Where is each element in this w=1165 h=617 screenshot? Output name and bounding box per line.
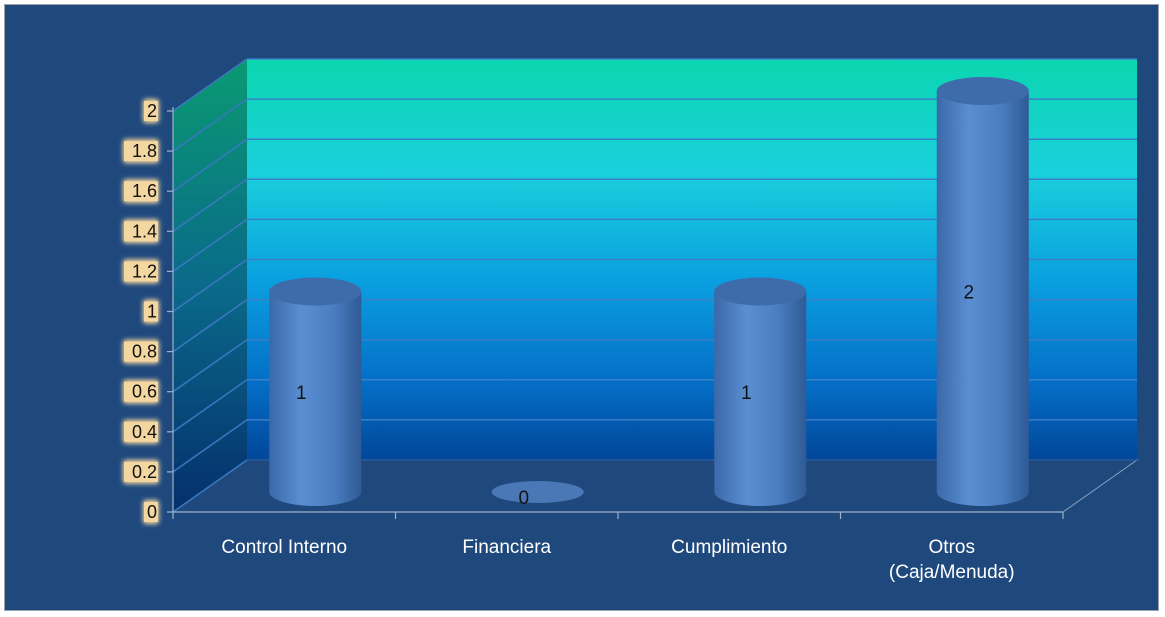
gridline-side	[172, 379, 248, 433]
gridline-side	[172, 258, 248, 313]
y-tick-label-text: 0.6	[132, 382, 157, 402]
y-tick-label-text: 0.4	[132, 422, 157, 442]
axes	[167, 107, 1064, 519]
category-label: Cumplimiento	[671, 537, 787, 558]
bar-top	[714, 277, 807, 306]
y-tick-label: 2	[143, 99, 159, 123]
data-label: 1	[296, 383, 307, 404]
y-tick-label-text: 1.6	[132, 181, 157, 201]
y-tick-label-bg	[144, 101, 158, 121]
gridline-side	[172, 459, 248, 513]
y-tick-label: 1.4	[123, 219, 159, 244]
y-tick-label-text: 0.8	[132, 342, 157, 362]
bar-base	[491, 481, 584, 503]
y-tick-label-text: 2	[147, 101, 157, 121]
y-tick-label-bg	[124, 461, 158, 482]
gridline-side	[172, 218, 248, 273]
gridline-side	[172, 339, 248, 393]
bars	[269, 77, 1029, 507]
gridline-side	[172, 298, 248, 353]
y-tick-label: 0.8	[123, 339, 159, 364]
bar-chart: 0 0.2 0.4 0.6 0.8 1 1.2 1.4 1.6 1.8 2 1 0 1 2 Control…	[123, 58, 1139, 583]
gridline-side	[172, 58, 248, 112]
y-axis-tick-labels: 0 0.2 0.4 0.6 0.8 1 1.2 1.4 1.6 1.8 2	[123, 99, 159, 524]
y-tick-label-bg	[124, 221, 158, 242]
y-tick-label: 0.6	[123, 379, 159, 404]
bar	[936, 77, 1029, 507]
y-tick-label-bg	[144, 502, 158, 522]
bar-body	[714, 291, 807, 506]
gridline-side	[172, 419, 248, 473]
y-tick-label-text: 0	[147, 502, 157, 522]
category-label: Otros (Caja/Menuda)	[889, 537, 1015, 583]
y-tick-label-text: 1.4	[132, 221, 157, 241]
data-label: 2	[963, 283, 974, 304]
bar	[269, 277, 362, 507]
y-tick-label: 0	[143, 500, 159, 524]
y-tick-label-bg	[124, 421, 158, 442]
data-label: 1	[741, 383, 752, 404]
bar-body	[936, 91, 1029, 507]
y-tick-label: 0.4	[123, 419, 159, 444]
y-tick-label-bg	[124, 341, 158, 362]
y-tick-label-text: 1.8	[132, 141, 157, 161]
y-tick-label: 1.2	[123, 259, 159, 284]
category-label-line: Control Interno	[221, 537, 347, 558]
y-tick-label-bg	[124, 181, 158, 202]
bar-top	[936, 77, 1029, 105]
y-tick-label-bg	[124, 381, 158, 402]
data-label: 0	[518, 488, 529, 509]
x-axis-category-labels: Control Interno Financiera Cumplimiento Otr…	[221, 537, 1014, 583]
bar-body	[269, 291, 362, 507]
gridline-side	[172, 178, 248, 232]
y-tick-label-text: 0.2	[132, 462, 157, 482]
y-tick-label: 1.6	[123, 179, 159, 204]
category-label-line: Cumplimiento	[671, 537, 787, 558]
gridline-side	[172, 98, 248, 152]
category-label: Control Interno	[221, 537, 347, 558]
y-tick-label: 1	[143, 299, 159, 324]
y-tick-label: 1.8	[123, 139, 159, 164]
category-label-line: Financiera	[462, 537, 551, 558]
category-label: Financiera	[462, 537, 551, 558]
data-labels: 1 0 1 2	[296, 283, 974, 510]
y-tick-label-bg	[144, 301, 158, 322]
y-tick-label-bg	[124, 141, 158, 162]
bar-top	[269, 277, 362, 306]
category-label-line: (Caja/Menuda)	[889, 562, 1015, 583]
chart-frame: 0 0.2 0.4 0.6 0.8 1 1.2 1.4 1.6 1.8 2 1 0 1 2 Control…	[4, 4, 1159, 611]
y-tick-label: 0.2	[123, 459, 159, 484]
y-tick-label-text: 1.2	[132, 261, 157, 281]
category-label-line: Otros	[929, 537, 975, 558]
y-tick-label-text: 1	[147, 302, 157, 322]
bar	[714, 277, 807, 506]
bar	[491, 481, 584, 503]
y-tick-label-bg	[124, 261, 158, 282]
gridline-side	[172, 138, 248, 192]
